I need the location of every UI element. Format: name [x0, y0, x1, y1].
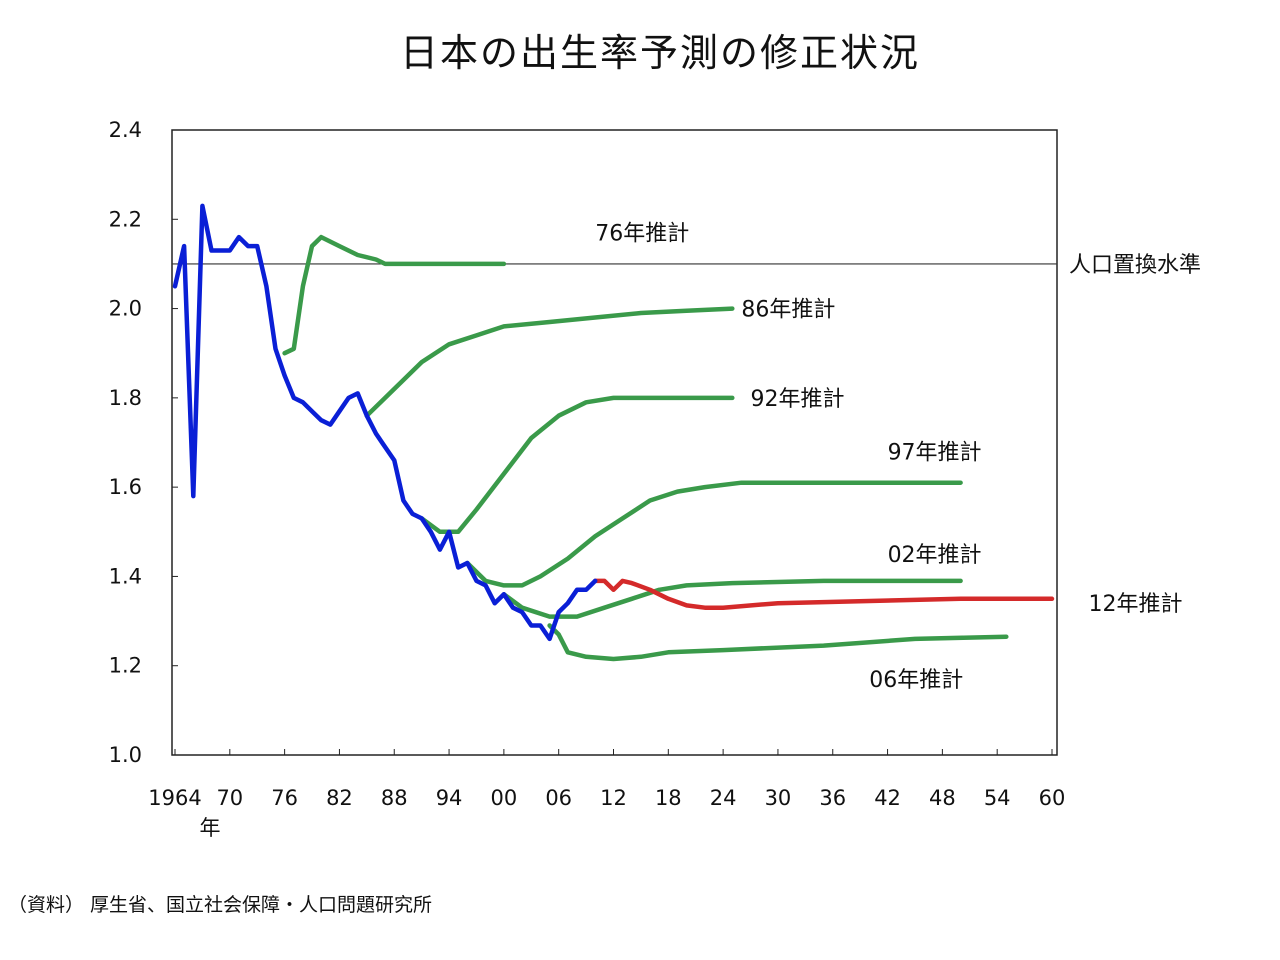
- series-line-2: [364, 306, 735, 418]
- series-line-5: [501, 578, 963, 619]
- y-tick-label: 1.8: [109, 386, 142, 410]
- series-line-1: [282, 234, 507, 356]
- x-tick-label: 76: [271, 786, 298, 810]
- y-tick-label: 2.0: [109, 297, 142, 321]
- series-line-6: [547, 623, 1009, 662]
- y-tick-label: 2.4: [109, 118, 142, 142]
- y-tick-label: 1.2: [109, 654, 142, 678]
- replacement-level-label: 人口置換水準: [1069, 253, 1201, 278]
- x-tick-label: 36: [819, 786, 846, 810]
- source-note: （資料） 厚生省、国立社会保障・人口問題研究所: [8, 894, 433, 916]
- x-tick-label: 94: [436, 786, 463, 810]
- x-tick-label: 18: [655, 786, 682, 810]
- plot-frame: [171, 129, 1058, 756]
- y-tick-label: 1.6: [109, 475, 142, 499]
- x-tick-label: 48: [929, 786, 956, 810]
- x-tick-label: 54: [984, 786, 1011, 810]
- series-label-3: 92年推計: [751, 387, 845, 412]
- x-axis-label: 年: [200, 816, 221, 840]
- x-tick-label: 1964: [148, 786, 201, 810]
- x-tick-label: 00: [491, 786, 518, 810]
- y-tick-label: 1.0: [109, 743, 142, 767]
- x-tick-label: 60: [1039, 786, 1066, 810]
- series-label-5: 02年推計: [888, 543, 982, 568]
- x-tick-label: 06: [545, 786, 572, 810]
- series-label-6: 06年推計: [869, 668, 963, 693]
- series-label-2: 86年推計: [741, 298, 835, 323]
- series-line-0: [172, 203, 598, 642]
- series-label-4: 97年推計: [888, 440, 982, 465]
- series-label-7: 12年推計: [1089, 592, 1183, 617]
- series-label-1: 76年推計: [595, 222, 689, 247]
- y-tick-label: 1.4: [109, 564, 142, 588]
- x-tick-label: 12: [600, 786, 627, 810]
- x-tick-label: 88: [381, 786, 408, 810]
- series-line-7: [592, 578, 1055, 610]
- x-tick-label: 82: [326, 786, 353, 810]
- x-tick-label: 42: [874, 786, 901, 810]
- x-tick-label: 24: [710, 786, 737, 810]
- x-tick-label: 70: [216, 786, 243, 810]
- chart-title: 日本の出生率予測の修正状況: [399, 31, 920, 75]
- x-tick-label: 30: [765, 786, 792, 810]
- series-line-3: [419, 395, 735, 535]
- series-line-4: [465, 480, 963, 588]
- y-tick-label: 2.2: [109, 207, 142, 231]
